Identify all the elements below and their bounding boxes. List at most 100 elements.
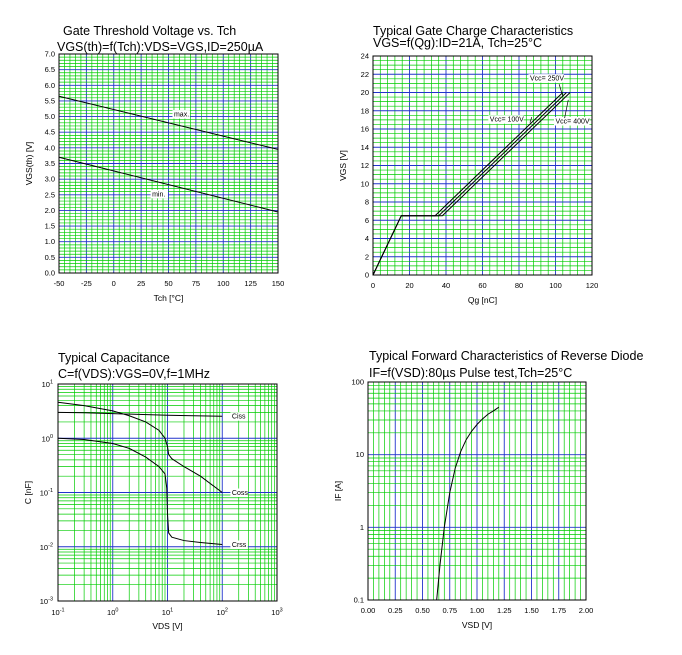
series-label-250v-bg	[528, 74, 564, 83]
series-line-crss	[57, 437, 223, 545]
leader-line-250v	[558, 84, 564, 97]
y-tick-label: 7.0	[45, 50, 55, 59]
x-tick-label: 0	[112, 279, 116, 288]
x-tick-label: -50	[54, 279, 65, 288]
chart1-gate-threshold-voltage: -50 -25 0 25 50 75 100 125 150 0.0 0.5 1.0 1.5 2.0 2.5…	[24, 50, 285, 304]
chart2-x-axis-label: Qg [nC]	[468, 295, 497, 305]
x-tick-label: 120	[586, 281, 599, 290]
chart4-subtitle: IF=f(VSD):80µs Pulse test,Tch=25°C	[369, 366, 573, 380]
series-line-ciss	[57, 411, 223, 417]
y-tick-label: 0.0	[45, 269, 55, 278]
chart3-title: Typical Capacitance	[58, 351, 170, 365]
y-tick-label: 4.5	[45, 128, 55, 137]
series-label-max-bg	[172, 110, 190, 119]
y-tick-label: 10	[361, 179, 369, 188]
x-tick-label: 125	[244, 279, 257, 288]
series-line-2	[372, 92, 571, 276]
series-label-ciss-bg	[230, 412, 248, 421]
series-label-min: min.	[152, 191, 165, 198]
x-tick-label: 25	[137, 279, 145, 288]
series-label-min-bg	[150, 189, 168, 199]
y-tick-label: 1.0	[45, 237, 55, 246]
y-tick-label: 100	[351, 378, 364, 387]
chart2-title: Typical Gate Charge Characteristics	[373, 24, 574, 38]
leader-line-400v	[564, 99, 569, 119]
x-tick-label: 10-1	[51, 608, 64, 618]
y-tick-label: 0	[365, 271, 369, 280]
plot-frame	[57, 383, 278, 602]
chart2-y-axis-label: VGS [V]	[338, 150, 348, 181]
y-tick-label: 6.0	[45, 81, 55, 90]
series-label-400v-bg	[554, 117, 590, 126]
x-tick-label: 100	[107, 608, 118, 618]
x-tick-label: 150	[272, 279, 285, 288]
series-label-coss: Coss	[232, 490, 248, 497]
chart1-x-axis-label: Tch [°C]	[154, 293, 184, 303]
chart1-subtitle: VGS(th)=f(Tch):VDS=VGS,ID=250µA	[57, 40, 264, 54]
chart3-capacitance: 10-1 100 101 102 103 10-3 10-2 10-1 100 101 Ciss Co…	[23, 380, 283, 632]
x-tick-label: 80	[515, 281, 523, 290]
chart3-y-axis-label: C [nF]	[23, 481, 33, 504]
y-tick-label: 10	[356, 450, 364, 459]
series-label-coss-bg	[230, 488, 248, 497]
x-tick-label: 1.75	[551, 606, 566, 615]
series-label-100v-bg	[488, 115, 524, 124]
x-tick-label: 100	[549, 281, 562, 290]
y-tick-label: 22	[361, 70, 369, 79]
y-tick-label: 2	[365, 252, 369, 261]
chart2-gate-charge: 0 20 40 60 80 100 120024681012141618202224Vcc=…	[338, 52, 599, 306]
y-tick-label: 16	[361, 125, 369, 134]
series-label-ciss: Ciss	[232, 414, 246, 421]
y-tick-label: 4	[365, 234, 369, 243]
chart4-reverse-diode: 0.00 0.25 0.50 0.75 1.00 1.25 1.50 1.75 2.00 0.1 1…	[333, 378, 594, 631]
series-line-if	[436, 406, 500, 601]
chart1-title: Gate Threshold Voltage vs. Tch	[63, 24, 237, 38]
series-label-250v: Vcc= 250V	[530, 76, 564, 83]
leader-line-100v	[529, 117, 533, 123]
x-tick-label: 2.00	[579, 606, 594, 615]
x-tick-label: 0.75	[442, 606, 457, 615]
series-line-min	[58, 156, 279, 213]
y-tick-label: 101	[42, 380, 53, 390]
y-tick-label: 12	[361, 161, 369, 170]
y-tick-label: 20	[361, 88, 369, 97]
y-tick-label: 14	[361, 143, 369, 152]
series-label-crss: Crss	[232, 542, 247, 549]
x-tick-label: 0.00	[361, 606, 376, 615]
series-line-coss	[57, 401, 223, 493]
y-tick-label: 0.5	[45, 253, 55, 262]
plot-frame	[372, 55, 593, 276]
x-tick-label: 103	[271, 608, 282, 618]
chart2-subtitle: VGS=f(Qg):ID=21A, Tch=25°C	[373, 36, 543, 50]
y-tick-label: 10-2	[40, 542, 53, 552]
series-label-max: max.	[174, 112, 189, 119]
y-tick-label: 8	[365, 198, 369, 207]
x-tick-label: 101	[162, 608, 173, 618]
x-tick-label: 0.25	[388, 606, 403, 615]
y-tick-label: 3.0	[45, 175, 55, 184]
plot-frame	[367, 381, 587, 601]
y-tick-label: 100	[42, 434, 53, 444]
y-tick-label: 0.1	[354, 596, 364, 605]
series-label-crss-bg	[230, 540, 248, 550]
plot-frame	[58, 53, 279, 274]
x-tick-label: 1.00	[470, 606, 485, 615]
chart1-y-axis-label: VGS(th) [V]	[24, 142, 34, 185]
y-tick-label: 24	[361, 52, 369, 61]
y-tick-label: 18	[361, 106, 369, 115]
x-tick-label: 50	[164, 279, 172, 288]
chart4-title: Typical Forward Characteristics of Rever…	[369, 349, 644, 363]
chart4-y-axis-label: IF [A]	[333, 481, 343, 501]
y-tick-label: 2.5	[45, 190, 55, 199]
y-tick-label: 3.5	[45, 159, 55, 168]
x-tick-label: 0.50	[415, 606, 430, 615]
x-tick-label: 1.25	[497, 606, 512, 615]
y-tick-label: 6	[365, 216, 369, 225]
y-tick-label: 10-3	[40, 597, 53, 607]
y-tick-label: 4.0	[45, 143, 55, 152]
y-tick-label: 5.5	[45, 96, 55, 105]
x-tick-label: -25	[81, 279, 92, 288]
x-tick-label: 0	[371, 281, 375, 290]
series-label-100v: Vcc= 100V	[490, 117, 524, 124]
x-tick-label: 1.50	[524, 606, 539, 615]
